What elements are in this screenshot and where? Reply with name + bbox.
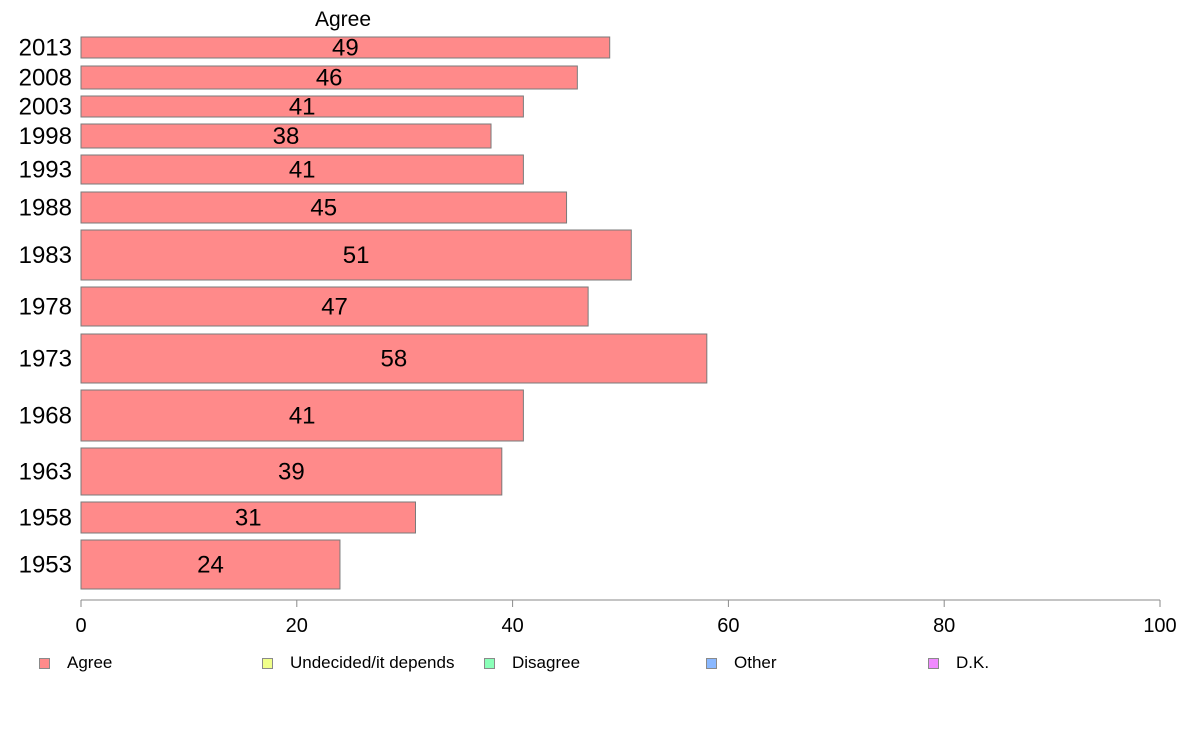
- category-label-1963: 1963: [19, 459, 72, 486]
- category-label-2003: 2003: [19, 94, 72, 121]
- chart-title: Agree: [315, 8, 371, 31]
- category-label-1968: 1968: [19, 403, 72, 430]
- category-label-1993: 1993: [19, 157, 72, 184]
- bar-1953: [80, 539, 341, 590]
- legend-label-dk: D.K.: [956, 653, 990, 672]
- x-tick-label-0: 0: [75, 615, 86, 637]
- category-label-1988: 1988: [19, 195, 72, 222]
- bar-1983: [80, 229, 632, 281]
- bar-1973: [80, 333, 708, 384]
- legend-label-disagree: Disagree: [512, 653, 581, 672]
- legend-item-other: Other: [706, 652, 777, 674]
- bar-1998: [80, 123, 492, 149]
- bar-value-label-1963: 39: [278, 459, 305, 486]
- bar-1993: [80, 154, 524, 185]
- legend-swatch-dk: [928, 657, 939, 669]
- bar-2003: [80, 95, 524, 118]
- category-label-1978: 1978: [19, 294, 72, 321]
- category-label-1973: 1973: [19, 346, 72, 373]
- category-label-1958: 1958: [19, 505, 72, 532]
- bar-value-label-1968: 41: [289, 403, 316, 430]
- bar-1988: [80, 191, 568, 224]
- bar-value-label-2008: 46: [316, 65, 343, 92]
- bar-2013: [80, 36, 611, 59]
- legend-item-undecided: Undecided/it depends: [262, 652, 454, 674]
- legend-swatch-disagree: [484, 657, 495, 669]
- bar-1968: [80, 389, 524, 442]
- bar-2008: [80, 65, 578, 90]
- bar-value-label-1983: 51: [343, 242, 370, 269]
- legend-item-disagree: Disagree: [484, 652, 580, 674]
- bar-value-label-1973: 58: [381, 346, 408, 373]
- legend-swatch-other: [706, 657, 717, 669]
- x-tick-label-20: 20: [286, 615, 308, 637]
- legend-label-other: Other: [734, 653, 777, 672]
- legend-label-undecided: Undecided/it depends: [290, 653, 455, 672]
- bar-value-label-1958: 31: [235, 505, 262, 532]
- x-tick-label-100: 100: [1143, 615, 1176, 637]
- legend: Agree Undecided/it depends Disagree Othe…: [0, 652, 1188, 674]
- legend-item-dk: D.K.: [928, 652, 989, 674]
- bar-value-label-1988: 45: [310, 195, 337, 222]
- legend-item-agree: Agree: [39, 652, 112, 674]
- bar-value-label-1998: 38: [273, 123, 300, 150]
- category-label-1953: 1953: [19, 552, 72, 579]
- bar-value-label-2003: 41: [289, 94, 316, 121]
- category-label-1983: 1983: [19, 242, 72, 269]
- bar-value-label-1993: 41: [289, 157, 316, 184]
- x-tick-label-60: 60: [717, 615, 739, 637]
- bar-1958: [80, 501, 416, 534]
- bar-1963: [80, 447, 503, 496]
- legend-swatch-agree: [39, 657, 50, 669]
- bar-value-label-1953: 24: [197, 552, 224, 579]
- category-label-2013: 2013: [19, 35, 72, 62]
- category-label-1998: 1998: [19, 123, 72, 150]
- legend-swatch-undecided: [262, 657, 273, 669]
- x-tick-label-40: 40: [501, 615, 523, 637]
- legend-label-agree: Agree: [67, 653, 113, 672]
- bar-1978: [80, 286, 589, 327]
- bar-value-label-1978: 47: [321, 294, 348, 321]
- x-tick-label-80: 80: [933, 615, 955, 637]
- bar-value-label-2013: 49: [332, 35, 359, 62]
- category-label-2008: 2008: [19, 65, 72, 92]
